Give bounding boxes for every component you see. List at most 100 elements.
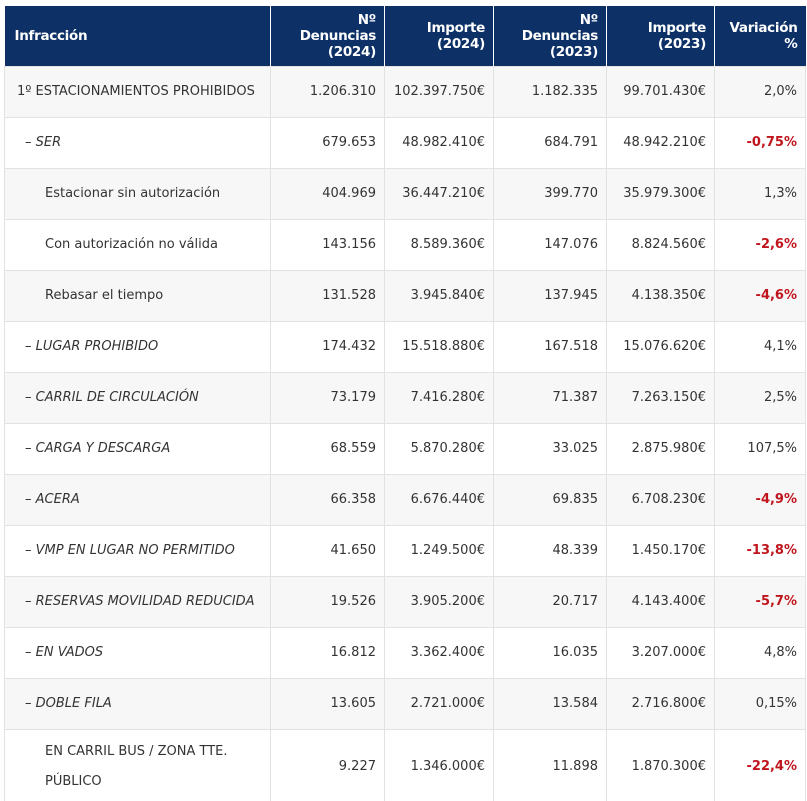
cell-infraccion: – ACERA <box>4 473 271 526</box>
cell-denuncias-2024: 679.653 <box>270 116 385 169</box>
cell-importe-2023: 7.263.150€ <box>606 371 715 424</box>
cell-importe-2024: 102.397.750€ <box>384 65 494 118</box>
cell-importe-2023: 48.942.210€ <box>606 116 715 169</box>
cell-denuncias-2024: 73.179 <box>270 371 385 424</box>
cell-variacion: 107,5% <box>714 422 806 475</box>
cell-denuncias-2023: 13.584 <box>493 677 607 730</box>
header-label: Variación <box>729 19 798 36</box>
table-row: Estacionar sin autorización 404.969 36.447… <box>4 167 806 220</box>
cell-denuncias-2023: 167.518 <box>493 320 607 373</box>
cell-importe-2023: 35.979.300€ <box>606 167 715 220</box>
cell-denuncias-2024: 68.559 <box>270 422 385 475</box>
cell-importe-2023: 2.716.800€ <box>606 677 715 730</box>
table-body: 1º ESTACIONAMIENTOS PROHIBIDOS 1.206.310 1… <box>4 65 806 801</box>
cell-importe-2024: 48.982.410€ <box>384 116 494 169</box>
cell-infraccion: – CARRIL DE CIRCULACIÓN <box>4 371 271 424</box>
cell-importe-2023: 8.824.560€ <box>606 218 715 271</box>
cell-importe-2023: 3.207.000€ <box>606 626 715 679</box>
cell-denuncias-2024: 13.605 <box>270 677 385 730</box>
cell-denuncias-2023: 11.898 <box>493 728 607 801</box>
cell-variacion: 4,8% <box>714 626 806 679</box>
table-row: – VMP EN LUGAR NO PERMITIDO 41.650 1.249.5… <box>4 524 806 577</box>
table-row: – RESERVAS MOVILIDAD REDUCIDA 19.526 3.905… <box>4 575 806 628</box>
header-label: Nº Denuncias <box>521 11 599 44</box>
cell-denuncias-2024: 16.812 <box>270 626 385 679</box>
cell-importe-2024: 3.905.200€ <box>384 575 494 628</box>
cell-importe-2023: 15.076.620€ <box>606 320 715 373</box>
cell-infraccion: – VMP EN LUGAR NO PERMITIDO <box>4 524 271 577</box>
cell-denuncias-2023: 71.387 <box>493 371 607 424</box>
cell-denuncias-2023: 16.035 <box>493 626 607 679</box>
cell-importe-2024: 7.416.280€ <box>384 371 494 424</box>
cell-importe-2023: 4.138.350€ <box>606 269 715 322</box>
cell-variacion: 0,15% <box>714 677 806 730</box>
header-label: Infracción <box>14 27 88 44</box>
cell-denuncias-2023: 33.025 <box>493 422 607 475</box>
header-label: Nº Denuncias <box>299 11 377 44</box>
cell-importe-2023: 1.870.300€ <box>606 728 715 801</box>
table-row: – DOBLE FILA 13.605 2.721.000€ 13.584 2.716.… <box>4 677 806 730</box>
table-row: Rebasar el tiempo 131.528 3.945.840€ 137.94… <box>4 269 806 322</box>
table-row: – EN VADOS 16.812 3.362.400€ 16.035 3.207.00… <box>4 626 806 679</box>
cell-importe-2024: 15.518.880€ <box>384 320 494 373</box>
cell-importe-2024: 1.346.000€ <box>384 728 494 801</box>
cell-importe-2024: 6.676.440€ <box>384 473 494 526</box>
header-variacion[interactable]: Variación % <box>714 6 806 66</box>
table-row: – LUGAR PROHIBIDO 174.432 15.518.880€ 167.5… <box>4 320 806 373</box>
table-row: – CARGA Y DESCARGA 68.559 5.870.280€ 33.025… <box>4 422 806 475</box>
cell-variacion: -2,6% <box>714 218 806 271</box>
header-infraccion[interactable]: Infracción <box>4 6 271 66</box>
header-denuncias-2023[interactable]: Nº Denuncias (2023) <box>493 6 607 66</box>
header-sublabel: (2023) <box>549 43 598 60</box>
cell-variacion: -5,7% <box>714 575 806 628</box>
cell-infraccion: – DOBLE FILA <box>4 677 271 730</box>
header-denuncias-2024[interactable]: Nº Denuncias (2024) <box>270 6 385 66</box>
cell-denuncias-2024: 131.528 <box>270 269 385 322</box>
cell-denuncias-2024: 404.969 <box>270 167 385 220</box>
cell-importe-2024: 3.362.400€ <box>384 626 494 679</box>
cell-variacion: 2,0% <box>714 65 806 118</box>
cell-importe-2023: 6.708.230€ <box>606 473 715 526</box>
cell-denuncias-2023: 137.945 <box>493 269 607 322</box>
cell-variacion: -0,75% <box>714 116 806 169</box>
cell-variacion: 1,3% <box>714 167 806 220</box>
cell-denuncias-2024: 1.206.310 <box>270 65 385 118</box>
cell-denuncias-2024: 9.227 <box>270 728 385 801</box>
table-header: Infracción Nº Denuncias (2024) Importe (… <box>4 6 806 66</box>
header-importe-2024[interactable]: Importe (2024) <box>384 6 494 66</box>
cell-infraccion: Con autorización no válida <box>4 218 271 271</box>
cell-infraccion: – RESERVAS MOVILIDAD REDUCIDA <box>4 575 271 628</box>
cell-variacion: -4,6% <box>714 269 806 322</box>
cell-importe-2023: 1.450.170€ <box>606 524 715 577</box>
cell-denuncias-2024: 174.432 <box>270 320 385 373</box>
cell-variacion: -22,4% <box>714 728 806 801</box>
cell-importe-2024: 36.447.210€ <box>384 167 494 220</box>
cell-denuncias-2024: 143.156 <box>270 218 385 271</box>
cell-denuncias-2023: 1.182.335 <box>493 65 607 118</box>
cell-denuncias-2023: 48.339 <box>493 524 607 577</box>
cell-importe-2024: 8.589.360€ <box>384 218 494 271</box>
cell-infraccion: Estacionar sin autorización <box>4 167 271 220</box>
table-row: EN CARRIL BUS / ZONA TTE. PÚBLICO 9.227 1.… <box>4 728 806 801</box>
header-label: Importe <box>647 19 707 36</box>
cell-infraccion: – EN VADOS <box>4 626 271 679</box>
cell-importe-2023: 4.143.400€ <box>606 575 715 628</box>
table-row: 1º ESTACIONAMIENTOS PROHIBIDOS 1.206.310 1… <box>4 65 806 118</box>
table-row: – SER 679.653 48.982.410€ 684.791 48.942.210… <box>4 116 806 169</box>
header-sublabel: (2023) <box>657 35 706 52</box>
cell-variacion: -13,8% <box>714 524 806 577</box>
cell-denuncias-2024: 41.650 <box>270 524 385 577</box>
header-importe-2023[interactable]: Importe (2023) <box>606 6 715 66</box>
infracciones-table: Infracción Nº Denuncias (2024) Importe (… <box>4 6 806 801</box>
table-row: – CARRIL DE CIRCULACIÓN 73.179 7.416.280€ 7… <box>4 371 806 424</box>
cell-importe-2024: 1.249.500€ <box>384 524 494 577</box>
header-sublabel: (2024) <box>436 35 485 52</box>
cell-denuncias-2024: 66.358 <box>270 473 385 526</box>
cell-denuncias-2024: 19.526 <box>270 575 385 628</box>
cell-denuncias-2023: 20.717 <box>493 575 607 628</box>
cell-variacion: 2,5% <box>714 371 806 424</box>
cell-importe-2024: 2.721.000€ <box>384 677 494 730</box>
cell-importe-2023: 2.875.980€ <box>606 422 715 475</box>
header-label: Importe <box>426 19 486 36</box>
